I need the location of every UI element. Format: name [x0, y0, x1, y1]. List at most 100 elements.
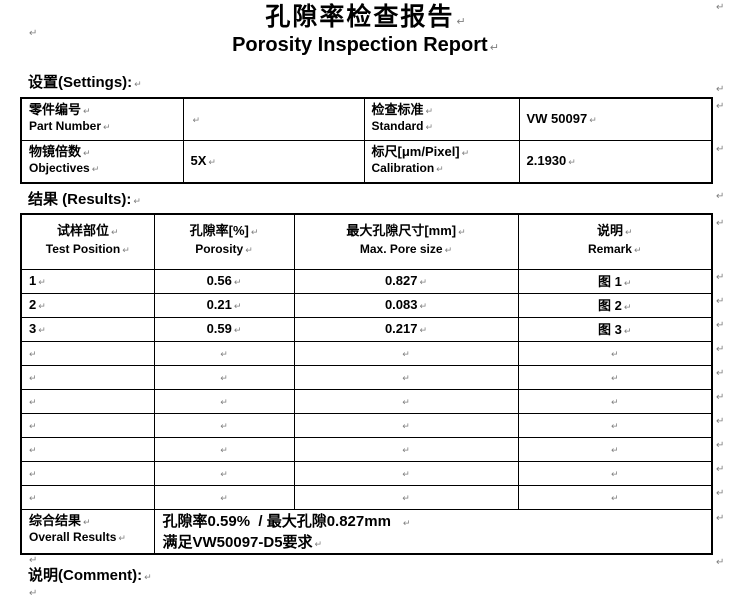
report-title-en: Porosity Inspection Report ↵ — [20, 32, 711, 59]
paragraph-mark: ↵ — [425, 123, 434, 133]
paragraph-mark: ↵ — [610, 494, 619, 504]
paragraph-mark: ↵ — [29, 494, 37, 504]
paragraph-mark: ↵ — [29, 588, 38, 599]
paragraph-mark: ↵ — [83, 107, 91, 117]
empty-cell: ↵ — [517, 412, 713, 438]
calibration-label-cn: 标尺[μm/Pixel] — [371, 143, 460, 159]
empty-cell: ↵ — [20, 484, 155, 510]
overall-results-line1: 孔隙率0.59% / 最大孔隙0.827mm — [162, 512, 391, 530]
paragraph-mark: ↵ — [192, 116, 201, 127]
overall-results-row: 综合结果 ↵ Overall Results ↵ 孔隙率0.59% / 最大孔隙0.… — [20, 508, 713, 554]
table-row-empty: ↵ ↵ ↵ ↵ — [20, 484, 713, 510]
paragraph-mark: ↵ — [716, 440, 725, 451]
paragraph-mark: ↵ — [623, 327, 632, 337]
paragraph-mark: ↵ — [220, 470, 228, 480]
paragraph-mark: ↵ — [103, 123, 111, 133]
paragraph-mark: ↵ — [402, 470, 410, 480]
empty-cell: ↵ — [517, 460, 713, 486]
paragraph-mark: ↵ — [402, 494, 410, 504]
empty-cell: ↵ — [293, 436, 519, 462]
empty-cell: ↵ — [153, 364, 295, 390]
paragraph-mark: ↵ — [220, 494, 228, 504]
empty-cell: ↵ — [293, 412, 519, 438]
paragraph-mark: ↵ — [402, 350, 410, 360]
empty-cell: ↵ — [20, 364, 155, 390]
paragraph-mark: ↵ — [402, 518, 411, 529]
table-row-empty: ↵ ↵ ↵ ↵ — [20, 412, 713, 438]
calibration-value-cell: 2.1930 ↵ — [518, 139, 713, 184]
paragraph-mark: ↵ — [456, 15, 466, 28]
report-title-cn: 孔隙率检查报告 ↵ — [20, 2, 711, 32]
paragraph-mark: ↵ — [419, 302, 428, 312]
col-header-test-position: 试样部位 ↵ Test Position ↵ — [20, 213, 155, 270]
paragraph-mark: ↵ — [233, 326, 242, 336]
settings-row-1: 零件编号 ↵ Part Number ↵ ↵ 检查标准 ↵ Standard ↵ VW … — [20, 97, 713, 141]
empty-cell: ↵ — [20, 412, 155, 438]
paragraph-mark: ↵ — [716, 84, 725, 95]
max-pore-cell: 0.217 ↵ — [293, 316, 519, 342]
standard-label-en: Standard — [371, 119, 424, 133]
max-pore-cell: 0.827 ↵ — [293, 268, 519, 294]
paragraph-mark: ↵ — [29, 28, 38, 39]
paragraph-mark: ↵ — [716, 464, 725, 475]
objectives-label-cell: 物镜倍数 ↵ Objectives ↵ — [20, 139, 184, 184]
settings-table: 零件编号 ↵ Part Number ↵ ↵ 检查标准 ↵ Standard ↵ VW … — [20, 97, 713, 184]
paragraph-mark: ↵ — [250, 228, 259, 238]
paragraph-mark: ↵ — [436, 164, 444, 175]
paragraph-mark: ↵ — [610, 446, 619, 456]
comment-heading-text: 说明(Comment): — [28, 567, 143, 584]
paragraph-mark: ↵ — [29, 374, 37, 384]
results-heading-text: 结果 (Results): — [28, 191, 132, 208]
paragraph-mark: ↵ — [29, 555, 38, 566]
table-row-empty: ↵ ↵ ↵ ↵ — [20, 364, 713, 390]
table-row-empty: ↵ ↵ ↵ ↵ — [20, 388, 713, 414]
paragraph-mark: ↵ — [220, 374, 228, 384]
paragraph-mark: ↵ — [220, 398, 228, 408]
paragraph-mark: ↵ — [716, 2, 725, 13]
report-title-cn-text: 孔隙率检查报告 — [265, 2, 455, 31]
paragraph-mark: ↵ — [444, 246, 453, 256]
empty-cell: ↵ — [153, 412, 295, 438]
overall-results-label-cell: 综合结果 ↵ Overall Results ↵ — [20, 508, 155, 554]
empty-cell: ↵ — [293, 340, 519, 366]
paragraph-mark: ↵ — [83, 148, 91, 159]
paragraph-mark: ↵ — [624, 228, 633, 238]
overall-results-line2: 满足VW50097-D5要求 — [162, 533, 313, 551]
paragraph-mark: ↵ — [419, 326, 428, 336]
empty-cell: ↵ — [293, 388, 519, 414]
col-header-remark: 说明 ↵ Remark ↵ — [517, 213, 713, 270]
paragraph-mark: ↵ — [91, 164, 100, 175]
empty-cell: ↵ — [153, 436, 295, 462]
paragraph-mark: ↵ — [633, 246, 642, 256]
paragraph-mark: ↵ — [458, 228, 466, 238]
remark-cell: 图 2 ↵ — [517, 292, 713, 318]
overall-results-label-cn: 综合结果 — [29, 512, 82, 528]
remark-cell: 图 1 ↵ — [517, 268, 713, 294]
settings-heading: 设置(Settings): ↵ — [28, 73, 142, 93]
part-number-label-cell: 零件编号 ↵ Part Number ↵ — [20, 97, 184, 141]
empty-cell: ↵ — [293, 484, 519, 510]
empty-cell: ↵ — [153, 388, 295, 414]
porosity-cell: 0.59 ↵ — [153, 316, 295, 342]
paragraph-mark: ↵ — [461, 148, 470, 159]
paragraph-mark: ↵ — [716, 101, 725, 112]
paragraph-mark: ↵ — [489, 41, 499, 54]
paragraph-mark: ↵ — [220, 422, 228, 432]
paragraph-mark: ↵ — [716, 513, 725, 524]
paragraph-mark: ↵ — [402, 422, 410, 432]
standard-label-cell: 检查标准 ↵ Standard ↵ — [363, 97, 520, 141]
max-pore-cell: 0.083 ↵ — [293, 292, 519, 318]
empty-cell: ↵ — [153, 460, 295, 486]
col-header-max-pore-size: 最大孔隙尺寸[mm] ↵ Max. Pore size ↵ — [293, 213, 519, 270]
paragraph-mark: ↵ — [29, 422, 37, 432]
empty-cell: ↵ — [20, 460, 155, 486]
empty-cell: ↵ — [517, 388, 713, 414]
part-number-label-cn: 零件编号 — [29, 102, 82, 117]
paragraph-mark: ↵ — [716, 368, 725, 379]
paragraph-mark: ↵ — [144, 573, 152, 583]
paragraph-mark: ↵ — [233, 278, 242, 288]
empty-cell: ↵ — [517, 364, 713, 390]
test-position-cell: 2 ↵ — [20, 292, 155, 318]
paragraph-mark: ↵ — [716, 296, 725, 307]
report-title-en-text: Porosity Inspection Report — [232, 34, 488, 56]
